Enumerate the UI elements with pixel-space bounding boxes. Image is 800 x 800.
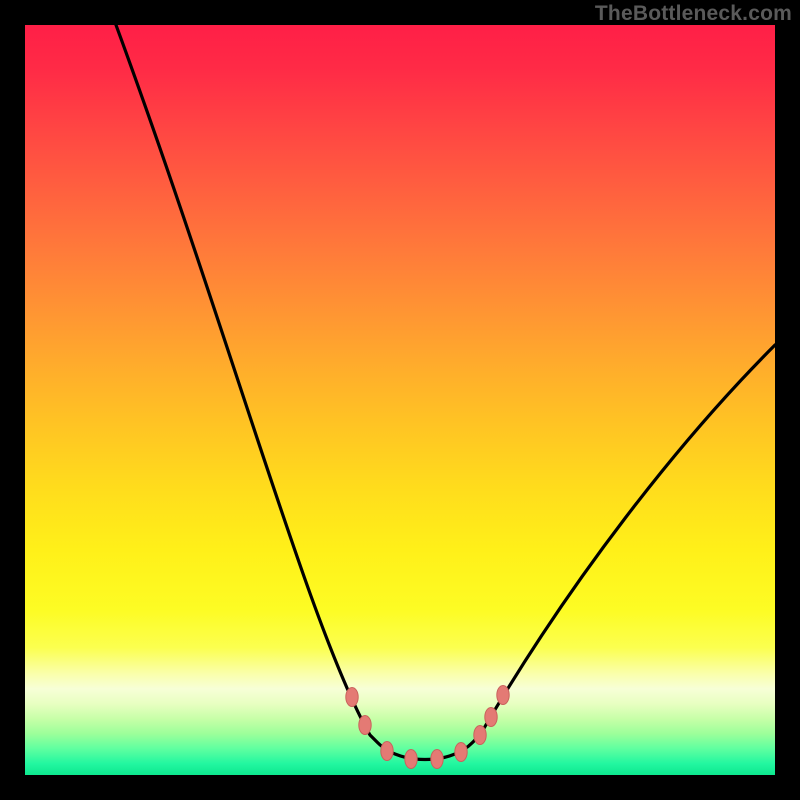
curve-marker — [346, 688, 358, 707]
curve-marker — [405, 750, 417, 769]
curve-marker — [474, 726, 486, 745]
curve-marker — [455, 743, 467, 762]
curve-marker — [381, 742, 393, 761]
bottleneck-curve — [25, 25, 775, 775]
curve-marker — [359, 716, 371, 735]
chart-frame: TheBottleneck.com — [0, 0, 800, 800]
curve-marker — [497, 686, 509, 705]
plot-area — [25, 25, 775, 775]
curve-marker — [485, 708, 497, 727]
attribution-text: TheBottleneck.com — [595, 2, 792, 26]
curve-marker — [431, 750, 443, 769]
